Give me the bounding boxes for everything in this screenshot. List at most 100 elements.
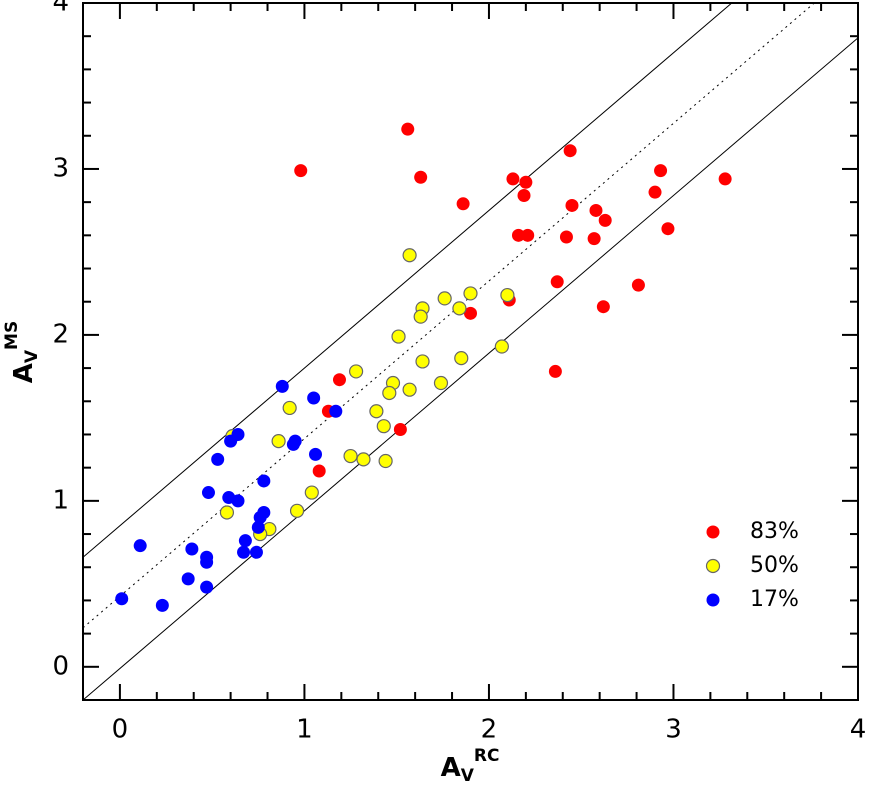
y-tick-label: 1 bbox=[52, 485, 69, 515]
x-label-sub: V bbox=[461, 766, 475, 786]
point bbox=[464, 306, 477, 320]
legend-label: 17% bbox=[750, 587, 799, 612]
y-label-sub: V bbox=[22, 349, 42, 363]
point bbox=[181, 572, 195, 586]
point bbox=[249, 545, 263, 559]
point bbox=[275, 379, 289, 393]
point bbox=[185, 542, 199, 556]
point bbox=[506, 172, 520, 186]
point bbox=[654, 164, 668, 178]
x-tick-label: 1 bbox=[296, 715, 313, 745]
point bbox=[631, 278, 645, 292]
point bbox=[413, 309, 428, 324]
point bbox=[452, 301, 467, 316]
point bbox=[393, 422, 407, 436]
point bbox=[309, 447, 322, 461]
point bbox=[414, 170, 428, 184]
point bbox=[329, 404, 343, 418]
x-tick-label: 0 bbox=[112, 715, 129, 745]
point bbox=[521, 228, 535, 242]
point bbox=[307, 391, 321, 405]
point bbox=[563, 144, 577, 158]
point bbox=[494, 339, 509, 354]
point bbox=[271, 434, 286, 449]
point bbox=[282, 400, 297, 416]
plot-frame bbox=[82, 2, 859, 701]
point bbox=[433, 375, 449, 391]
y-label-sup: MS bbox=[2, 321, 22, 350]
reference-line bbox=[83, 3, 733, 558]
point bbox=[565, 198, 579, 212]
y-label-main: A bbox=[9, 363, 39, 383]
point bbox=[415, 354, 430, 369]
point bbox=[304, 485, 319, 500]
point bbox=[401, 122, 415, 136]
point bbox=[589, 203, 603, 217]
point bbox=[511, 228, 525, 242]
point bbox=[200, 580, 214, 594]
point bbox=[661, 222, 675, 236]
point bbox=[519, 175, 533, 189]
legend-label: 83% bbox=[750, 519, 799, 544]
point bbox=[200, 555, 214, 569]
y-tick-label: 3 bbox=[52, 153, 69, 183]
point bbox=[559, 230, 573, 244]
point bbox=[133, 539, 147, 553]
x-axis-label: AVRC bbox=[441, 746, 500, 786]
point bbox=[437, 291, 452, 306]
point bbox=[312, 464, 326, 478]
point bbox=[253, 510, 267, 524]
point bbox=[548, 364, 562, 378]
point bbox=[294, 164, 308, 178]
point bbox=[463, 286, 478, 301]
point bbox=[289, 503, 305, 518]
x-tick-label: 4 bbox=[850, 715, 867, 745]
point bbox=[348, 364, 364, 379]
legend-label: 50% bbox=[750, 553, 799, 578]
x-tick-label: 3 bbox=[665, 715, 682, 745]
point bbox=[224, 434, 238, 448]
point bbox=[648, 185, 662, 199]
point bbox=[343, 448, 358, 464]
plot-area bbox=[83, 3, 858, 700]
point bbox=[376, 419, 391, 434]
point bbox=[155, 598, 169, 612]
y-tick-label: 0 bbox=[52, 651, 69, 681]
y-tick-label: 4 bbox=[52, 0, 69, 18]
point bbox=[402, 248, 417, 263]
point bbox=[332, 373, 346, 387]
point bbox=[238, 534, 252, 548]
point bbox=[454, 351, 469, 366]
point bbox=[402, 382, 417, 397]
point bbox=[596, 300, 610, 314]
point bbox=[257, 474, 271, 488]
x-label-main: A bbox=[441, 753, 461, 783]
point bbox=[378, 453, 393, 469]
x-label-sup: RC bbox=[474, 746, 500, 766]
point bbox=[517, 189, 531, 203]
point bbox=[500, 287, 515, 303]
y-axis-label: AVMS bbox=[2, 321, 42, 383]
y-tick-label: 2 bbox=[52, 319, 69, 349]
point bbox=[382, 385, 397, 401]
point bbox=[115, 592, 129, 606]
point bbox=[211, 452, 225, 466]
legend-marker bbox=[706, 525, 720, 539]
point bbox=[219, 505, 235, 520]
point bbox=[251, 520, 265, 534]
point bbox=[456, 197, 470, 211]
legend-marker bbox=[705, 558, 721, 574]
point bbox=[598, 213, 612, 227]
point bbox=[356, 452, 371, 467]
point bbox=[391, 329, 406, 344]
reference-line bbox=[83, 3, 816, 629]
point bbox=[550, 275, 564, 289]
reference-line bbox=[83, 37, 858, 700]
legend-marker bbox=[706, 593, 720, 607]
point bbox=[201, 486, 215, 500]
point bbox=[587, 232, 601, 246]
x-tick-label: 2 bbox=[481, 715, 498, 745]
point bbox=[288, 434, 302, 448]
point bbox=[718, 172, 732, 186]
